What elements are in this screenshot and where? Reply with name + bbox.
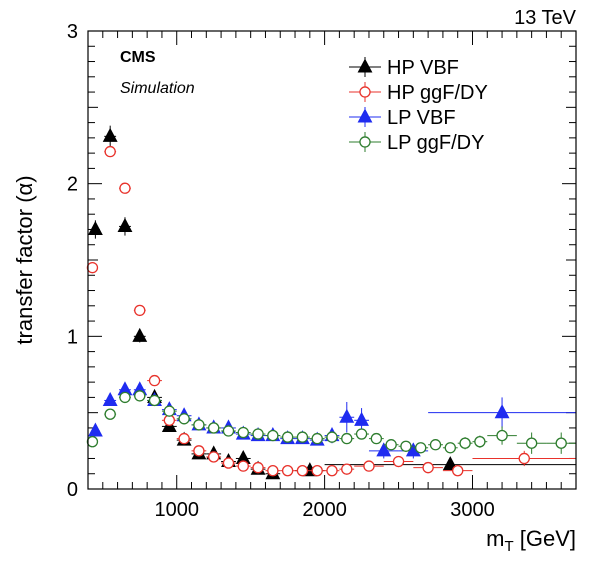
- data-point: [354, 411, 370, 426]
- data-point: [429, 439, 442, 451]
- data-point: [296, 464, 309, 477]
- data-point: [311, 464, 323, 477]
- axis-ticks: 1000 2000 3000 0 1 2 3: [67, 21, 576, 521]
- data-point: [119, 182, 131, 194]
- legend: HP VBF HP ggF/DY LP VBF LP ggF/DY: [349, 57, 488, 154]
- x-tick-label: 3000: [450, 499, 495, 521]
- data-point: [326, 431, 338, 443]
- data-point: [311, 432, 323, 445]
- series-3: [86, 390, 576, 454]
- data-point: [193, 445, 205, 457]
- data-point: [494, 404, 510, 419]
- data-point: [104, 408, 116, 420]
- data-point: [422, 461, 434, 474]
- data-point: [178, 432, 190, 445]
- data-point: [442, 456, 458, 471]
- data-point: [341, 463, 353, 475]
- data-point: [252, 461, 264, 474]
- data-point: [496, 429, 508, 442]
- data-point: [222, 425, 235, 437]
- data-point: [132, 327, 148, 342]
- data-point: [252, 428, 264, 440]
- data-point: [208, 451, 220, 463]
- data-point: [193, 419, 205, 431]
- data-point: [119, 391, 131, 404]
- data-point: [459, 437, 471, 449]
- data-point: [415, 442, 427, 454]
- data-point: [555, 437, 567, 449]
- data-point: [326, 464, 338, 477]
- legend-marker: [357, 108, 373, 123]
- data-point: [363, 460, 375, 472]
- series-0: [87, 125, 576, 480]
- legend-label: LP VBF: [387, 107, 456, 129]
- x-axis-label-subscript: T: [504, 538, 513, 555]
- data-point: [452, 464, 464, 477]
- data-point: [117, 217, 133, 232]
- data-point: [474, 435, 486, 448]
- data-series: [86, 125, 576, 480]
- data-point: [86, 261, 99, 274]
- cms-label: CMS: [120, 49, 156, 66]
- data-point: [102, 127, 118, 142]
- x-axis-label: mT [GeV]: [486, 526, 576, 555]
- data-point: [148, 374, 161, 387]
- energy-label: 13 TeV: [514, 7, 577, 29]
- data-point: [341, 432, 353, 445]
- data-point: [148, 394, 161, 407]
- data-point: [178, 413, 190, 425]
- data-point: [134, 390, 146, 402]
- legend-label: HP VBF: [387, 57, 459, 79]
- data-point: [163, 405, 176, 417]
- data-point: [237, 426, 249, 439]
- x-axis-label-unit: [GeV]: [514, 526, 576, 551]
- data-point: [296, 431, 309, 443]
- legend-marker: [359, 136, 371, 148]
- plot-frame: [87, 30, 577, 490]
- data-point: [376, 442, 392, 457]
- data-point: [267, 464, 279, 477]
- data-point: [281, 431, 294, 443]
- legend-marker: [357, 58, 373, 73]
- data-point: [86, 435, 99, 448]
- data-point: [400, 440, 412, 452]
- data-point: [267, 429, 279, 442]
- y-axis-label: transfer factor (α): [12, 175, 37, 344]
- data-point: [444, 442, 456, 454]
- data-point: [208, 422, 220, 434]
- x-axis-label-main: m: [486, 526, 504, 551]
- y-tick-label: 0: [67, 479, 78, 501]
- y-tick-label: 3: [67, 21, 78, 43]
- legend-marker: [359, 86, 371, 98]
- series-1: [86, 145, 576, 477]
- data-point: [385, 439, 397, 451]
- data-point: [104, 145, 116, 158]
- data-point: [525, 437, 538, 449]
- simulation-label: Simulation: [120, 80, 195, 97]
- data-point: [339, 408, 355, 423]
- data-point: [87, 220, 103, 236]
- data-point: [237, 460, 249, 472]
- y-tick-label: 1: [67, 326, 78, 348]
- data-point: [87, 422, 103, 437]
- data-point: [370, 432, 383, 445]
- data-point: [355, 428, 368, 440]
- data-point: [281, 464, 294, 477]
- data-point: [222, 457, 235, 469]
- series-2: [87, 381, 576, 459]
- data-point: [518, 452, 530, 465]
- x-tick-label: 1000: [154, 499, 199, 521]
- y-tick-label: 2: [67, 174, 78, 196]
- data-point: [134, 304, 146, 317]
- data-point: [102, 391, 118, 406]
- legend-label: HP ggF/DY: [387, 82, 488, 104]
- x-tick-label: 2000: [302, 499, 347, 521]
- legend-label: LP ggF/DY: [387, 132, 484, 154]
- data-point: [392, 455, 405, 468]
